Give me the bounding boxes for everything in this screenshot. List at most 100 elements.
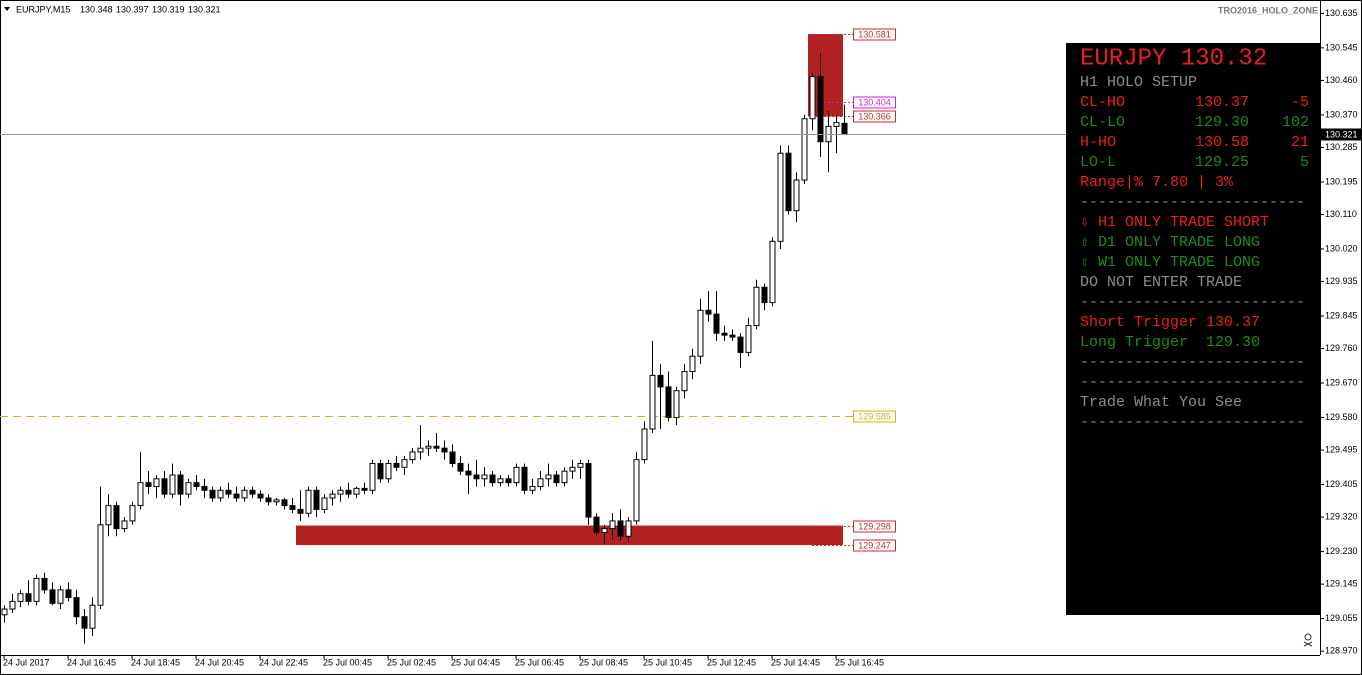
- candle-body: [497, 478, 504, 484]
- row-pips: 21: [1291, 134, 1309, 151]
- level-label-box: [853, 110, 896, 123]
- x-tick-label: 25 Jul 14:45: [771, 657, 820, 667]
- panel-subtitle: H1 HOLO SETUP: [1080, 74, 1197, 91]
- candle-body: [129, 505, 136, 522]
- level-label-box: [853, 28, 896, 41]
- candle-body: [585, 462, 592, 518]
- candle-body: [425, 445, 432, 449]
- trigger: Long Trigger 129.30: [1080, 334, 1260, 351]
- candle-body: [185, 482, 192, 495]
- candle-body: [177, 474, 184, 495]
- y-tick-label: 129.935: [1325, 276, 1358, 286]
- candle-body: [393, 462, 400, 468]
- skull-icon: [1303, 633, 1313, 647]
- candle-body: [265, 497, 272, 503]
- row-price: 130.58: [1195, 134, 1249, 151]
- candle-body: [737, 336, 744, 353]
- row-price: 129.25: [1195, 154, 1249, 171]
- candle-body: [65, 589, 72, 599]
- y-tick-label: 129.055: [1325, 613, 1358, 623]
- candle-body: [281, 499, 288, 507]
- menu-arrow: [4, 7, 10, 11]
- divider: -------------------------: [1080, 354, 1305, 371]
- candle-body: [289, 505, 296, 510]
- candle-body: [793, 179, 800, 212]
- candle-body: [761, 286, 768, 304]
- candle-body: [609, 520, 616, 530]
- y-tick-label: 130.460: [1325, 75, 1358, 85]
- x-tick-label: 24 Jul 2017: [3, 657, 50, 667]
- candle-body: [113, 505, 120, 530]
- advice: DO NOT ENTER TRADE: [1080, 274, 1242, 291]
- candle-body: [505, 478, 512, 484]
- candle-body: [769, 240, 776, 304]
- row-pips: 102: [1282, 114, 1309, 131]
- y-tick-label: 129.320: [1325, 511, 1358, 521]
- candle-body: [665, 386, 672, 419]
- candle-body: [569, 466, 576, 472]
- candle-body: [169, 474, 176, 495]
- candle-body: [41, 577, 48, 591]
- candle-body: [753, 286, 760, 327]
- level-label-box: [853, 520, 896, 533]
- candle-body: [409, 451, 416, 461]
- y-tick-label: 129.230: [1325, 546, 1358, 556]
- row-pips: 5: [1300, 154, 1309, 171]
- level-label-box: [853, 96, 896, 109]
- y-tick-label: 130.635: [1325, 8, 1358, 18]
- holo-panel: [1066, 43, 1320, 615]
- candle-body: [593, 516, 600, 533]
- divider: -------------------------: [1080, 194, 1305, 211]
- y-tick-label: 130.545: [1325, 42, 1358, 52]
- candle-body: [337, 489, 344, 495]
- header-open: 130.348: [80, 4, 113, 14]
- candle-body: [161, 478, 168, 495]
- candle-body: [257, 493, 264, 499]
- x-tick-label: 25 Jul 12:45: [707, 657, 756, 667]
- candle-body: [649, 374, 656, 430]
- candle-body: [489, 474, 496, 484]
- y-tick-label: 129.760: [1325, 343, 1358, 353]
- candle-body: [833, 122, 840, 127]
- y-tick-label: 129.495: [1325, 444, 1358, 454]
- y-tick-label: 128.970: [1325, 646, 1358, 656]
- motto: Trade What You See: [1080, 394, 1242, 411]
- y-tick-label: 130.195: [1325, 176, 1358, 186]
- x-tick-label: 24 Jul 22:45: [259, 657, 308, 667]
- candle-body: [441, 447, 448, 453]
- x-tick-label: 25 Jul 16:45: [835, 657, 884, 667]
- candle-body: [841, 122, 848, 135]
- level-label: 130.581: [858, 29, 891, 39]
- candle-body: [777, 152, 784, 242]
- candle-body: [721, 332, 728, 336]
- candle-body: [577, 462, 584, 468]
- candle-body: [217, 489, 224, 499]
- header-high: 130.397: [116, 4, 149, 14]
- range: Range|% 7.80 | 3%: [1080, 174, 1234, 191]
- candle-body: [305, 489, 312, 514]
- candle-body: [241, 489, 248, 499]
- candle-body: [681, 371, 688, 392]
- x-tick-label: 25 Jul 10:45: [643, 657, 692, 667]
- y-tick-label: 130.285: [1325, 142, 1358, 152]
- y-tick-label: 129.145: [1325, 579, 1358, 589]
- candle-body: [193, 482, 200, 487]
- candle-body: [153, 478, 160, 487]
- candle-body: [553, 474, 560, 484]
- candle-body: [689, 355, 696, 373]
- y-tick-label: 130.370: [1325, 109, 1358, 119]
- header-close: 130.321: [188, 4, 221, 14]
- candle-body: [785, 152, 792, 212]
- divider: -------------------------: [1080, 374, 1305, 391]
- x-tick-label: 25 Jul 04:45: [451, 657, 500, 667]
- candle-body: [361, 487, 368, 491]
- candle-body: [561, 470, 568, 484]
- candle-body: [417, 447, 424, 453]
- level-label: 130.404: [858, 97, 891, 107]
- candle-body: [481, 474, 488, 480]
- candle-body: [401, 459, 408, 468]
- candle-body: [49, 589, 56, 604]
- y-tick-label: 130.110: [1325, 209, 1357, 219]
- candle-body: [321, 497, 328, 510]
- candle-body: [449, 451, 456, 464]
